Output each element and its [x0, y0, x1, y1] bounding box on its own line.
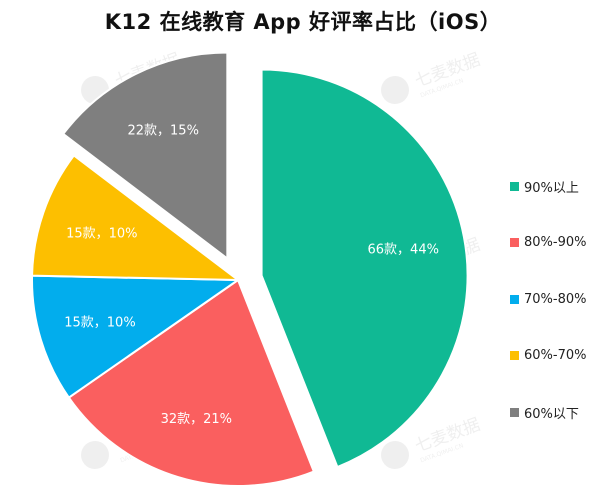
- pie-slice: [31, 274, 242, 399]
- legend-label: 60%-70%: [524, 348, 587, 364]
- legend: 90%以上 80%-90% 70%-80% 60%-70% 60%以下: [510, 158, 604, 441]
- legend-swatch: [510, 294, 519, 304]
- legend-item: 70%-80%: [510, 271, 604, 328]
- legend-label: 70%-80%: [524, 291, 587, 307]
- slice-data-label: 66款，44%: [368, 242, 439, 257]
- slice-data-label: 15款，10%: [66, 227, 137, 242]
- legend-item: 60%以下: [510, 384, 604, 441]
- slice-data-label: 22款，15%: [127, 123, 198, 138]
- pie-slice: [31, 154, 242, 282]
- pie-slice: [260, 68, 469, 469]
- legend-swatch: [510, 238, 519, 248]
- legend-item: 80%-90%: [510, 215, 604, 272]
- slice-data-label: 15款，10%: [64, 316, 135, 331]
- legend-label: 60%以下: [524, 406, 579, 422]
- legend-label: 90%以上: [524, 180, 579, 196]
- legend-label: 80%-90%: [524, 235, 587, 251]
- legend-swatch: [510, 181, 519, 191]
- legend-swatch: [510, 407, 519, 417]
- legend-swatch: [510, 351, 519, 361]
- pie-slice: [67, 278, 316, 487]
- chart-title: K12 在线教育 App 好评率占比（iOS）: [104, 10, 502, 34]
- pie-slice: [61, 51, 229, 261]
- legend-item: 90%以上: [510, 158, 604, 215]
- slice-data-label: 32款，21%: [161, 412, 232, 427]
- legend-item: 60%-70%: [510, 328, 604, 385]
